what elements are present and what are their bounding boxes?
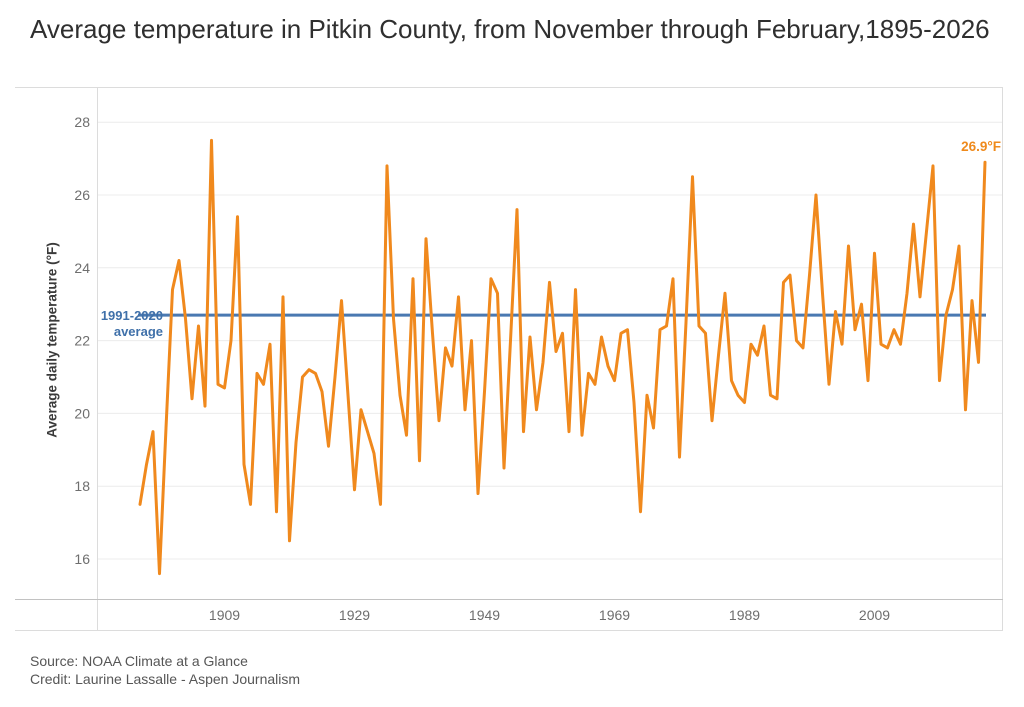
- source-credit-block: Source: NOAA Climate at a Glance Credit:…: [30, 653, 300, 688]
- x-tick-label: 1909: [209, 607, 240, 623]
- source-line: Source: NOAA Climate at a Glance: [30, 653, 248, 669]
- x-tick-label: 1989: [729, 607, 760, 623]
- y-tick-label: 22: [74, 333, 90, 349]
- x-tick-label: 1949: [469, 607, 500, 623]
- credit-line: Credit: Laurine Lassalle - Aspen Journal…: [30, 670, 301, 687]
- y-tick-label: 20: [74, 405, 90, 421]
- y-tick-label: 28: [74, 114, 90, 130]
- last-value-annotation: 26.9°F: [961, 139, 1001, 154]
- average-line-label: 1991-2020 average: [100, 308, 163, 339]
- y-axis-title: Average daily temperature (°F): [44, 242, 60, 438]
- x-tick-label: 1969: [599, 607, 630, 623]
- temperature-series-line: [138, 138, 987, 576]
- y-tick-label: 24: [74, 260, 90, 276]
- chart-title: Average temperature in Pitkin County, fr…: [30, 14, 990, 44]
- y-tick-label: 18: [74, 478, 90, 494]
- x-tick-label: 2009: [859, 607, 890, 623]
- y-tick-label: 26: [74, 187, 90, 203]
- y-tick-label: 16: [74, 551, 90, 567]
- x-tick-label: 1929: [339, 607, 370, 623]
